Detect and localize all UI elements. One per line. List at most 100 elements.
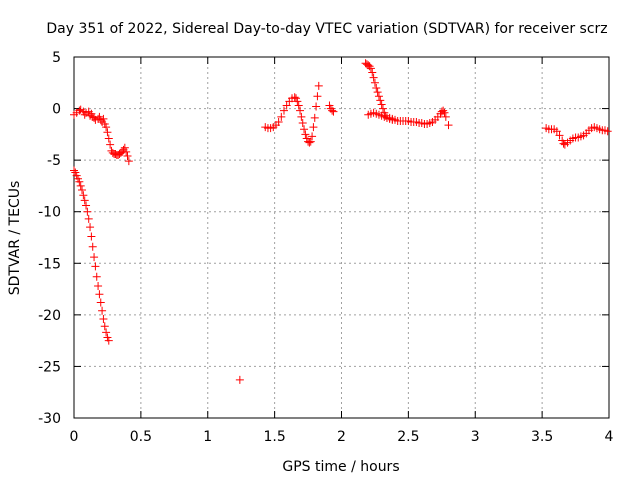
x-tick-label: 0.5 <box>130 429 152 445</box>
x-tick-label: 0 <box>70 429 79 445</box>
data-point <box>369 73 378 82</box>
data-point <box>80 110 89 119</box>
data-point <box>86 223 95 232</box>
data-point <box>99 114 108 123</box>
y-tick-label: -20 <box>38 308 61 324</box>
data-point <box>94 281 103 290</box>
y-axis-label: SDTVAR / TECUs <box>7 181 23 296</box>
series-sat-d <box>261 81 338 147</box>
data-point <box>75 177 84 186</box>
data-point <box>84 214 93 223</box>
data-point <box>70 166 78 175</box>
data-point <box>99 314 108 323</box>
data-point <box>309 123 318 132</box>
chart-title: Day 351 of 2022, Sidereal Day-to-day VTE… <box>46 21 607 37</box>
data-point <box>102 328 111 337</box>
data-point <box>103 128 112 137</box>
data-point <box>366 64 375 73</box>
data-point <box>300 125 309 134</box>
data-point <box>290 93 299 102</box>
data-point <box>370 78 379 87</box>
x-tick-label: 4 <box>605 429 614 445</box>
y-tick-label: -15 <box>38 256 61 272</box>
data-point <box>98 306 107 315</box>
data-point <box>293 97 302 106</box>
data-point <box>123 152 132 161</box>
y-tick-label: -25 <box>38 359 61 375</box>
data-point <box>124 157 133 166</box>
series-sat-c <box>235 375 244 384</box>
data-point <box>306 137 315 146</box>
data-point <box>313 92 322 101</box>
data-point <box>439 106 448 115</box>
data-point <box>297 112 306 121</box>
data-point <box>372 83 381 92</box>
data-point <box>559 139 568 148</box>
series-sat-a <box>70 105 133 166</box>
data-point <box>310 113 319 122</box>
data-point <box>91 262 100 271</box>
x-tick-label: 3 <box>471 429 480 445</box>
data-point <box>376 96 385 105</box>
x-axis-label: GPS time / hours <box>282 459 399 475</box>
data-point <box>83 207 92 216</box>
data-point <box>80 196 89 205</box>
data-point <box>104 336 113 345</box>
x-tick-label: 2.5 <box>397 429 419 445</box>
data-point <box>90 253 99 262</box>
data-point <box>274 117 283 126</box>
data-point <box>329 107 338 116</box>
data-point <box>122 147 131 156</box>
series-sat-g <box>542 123 612 149</box>
data-point <box>365 62 374 71</box>
y-tick-label: -10 <box>38 205 61 221</box>
data-point <box>279 106 288 115</box>
series-sat-f <box>364 108 397 123</box>
data-point <box>296 106 305 115</box>
data-point <box>104 134 113 143</box>
data-point <box>440 108 449 117</box>
data-point <box>305 138 314 147</box>
data-point <box>328 106 337 115</box>
data-point <box>90 113 99 122</box>
data-point <box>235 375 244 384</box>
data-point <box>76 181 85 190</box>
tick-labels: 0 0.5 1 1.5 2 2.5 3 3.5 4 -30 -25 -20 -15 -10 -5 0 5 <box>38 50 613 445</box>
data-point <box>277 112 286 121</box>
data-point <box>441 112 450 121</box>
grid <box>74 57 609 418</box>
data-point <box>368 68 377 77</box>
x-tick-label: 3.5 <box>531 429 553 445</box>
data-point <box>100 322 109 331</box>
data-points <box>70 59 612 384</box>
data-point <box>78 186 87 195</box>
data-point <box>88 242 97 251</box>
data-point <box>555 131 564 140</box>
data-point <box>79 191 88 200</box>
data-point <box>87 232 96 241</box>
data-point <box>388 114 397 123</box>
data-point <box>373 88 382 97</box>
data-point <box>120 143 129 152</box>
x-tick-label: 2 <box>337 429 346 445</box>
data-point <box>298 119 307 128</box>
data-point <box>75 106 84 115</box>
data-point <box>96 298 105 307</box>
data-point <box>444 121 453 130</box>
data-point <box>377 100 386 109</box>
data-point <box>314 81 323 90</box>
data-point <box>92 272 101 281</box>
series-sat-b <box>70 166 113 345</box>
data-point <box>282 101 291 110</box>
data-point <box>106 140 115 149</box>
data-point <box>308 132 317 141</box>
data-point <box>95 290 104 299</box>
data-point <box>374 92 383 101</box>
tick-marks <box>73 56 610 419</box>
y-tick-label: -5 <box>47 153 61 169</box>
y-tick-label: 0 <box>52 102 61 118</box>
data-point <box>301 130 310 139</box>
data-point <box>102 123 111 132</box>
